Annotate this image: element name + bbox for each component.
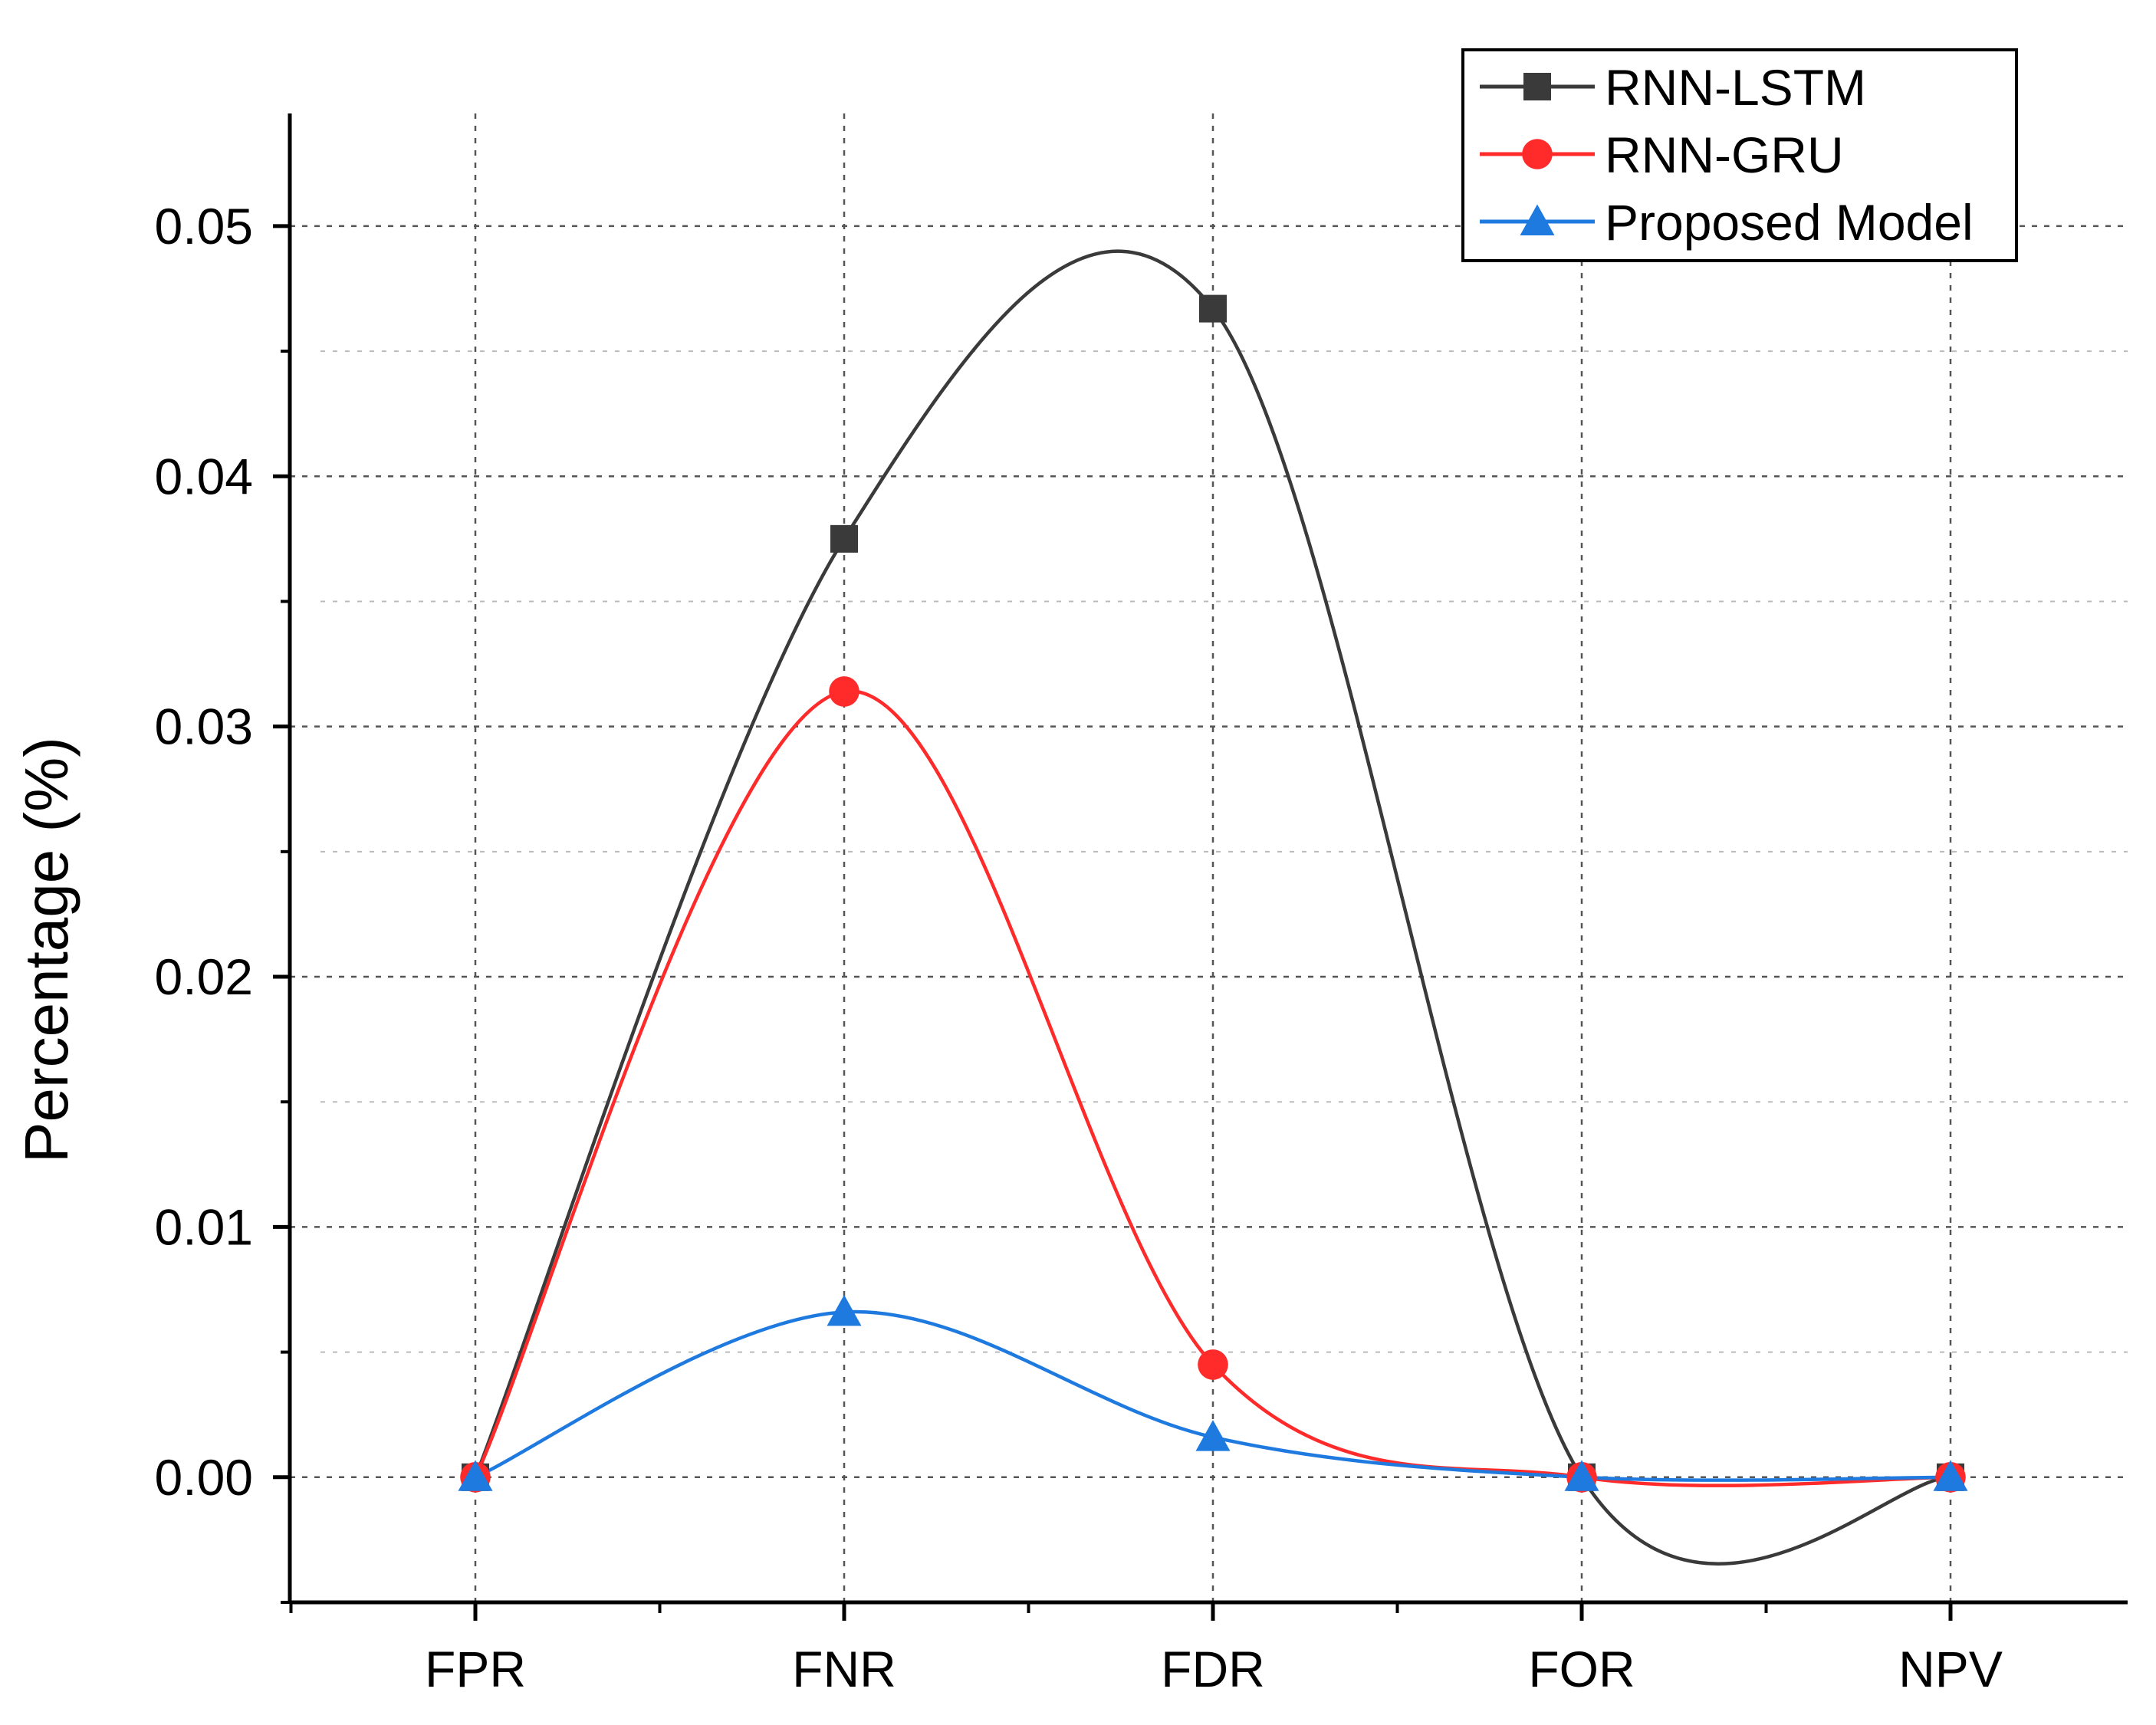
y-tick-label: 0.00 <box>155 1449 253 1506</box>
y-axis-title: Percentage (%) <box>12 737 81 1163</box>
rnn-gru-point <box>1198 1349 1228 1380</box>
markers-group <box>458 294 1968 1493</box>
proposed-model-point <box>1933 1460 1968 1491</box>
legend-marker-rnn-lstm <box>1523 73 1551 100</box>
rnn-lstm-point <box>830 524 858 553</box>
proposed-model-point <box>827 1294 862 1326</box>
proposed-model-point <box>1195 1420 1231 1451</box>
legend-marker-proposed-model <box>1520 204 1555 235</box>
x-tick-label: FDR <box>1161 1641 1265 1697</box>
rnn-lstm-point <box>1199 294 1227 323</box>
y-tick-label: 0.02 <box>155 948 253 1005</box>
x-tick-label: FOR <box>1528 1641 1635 1697</box>
legend-label-proposed-model: Proposed Model <box>1605 194 1974 251</box>
proposed-model-point <box>458 1460 493 1491</box>
legend-label-rnn-lstm: RNN-LSTM <box>1605 59 1866 116</box>
y-tick-label: 0.05 <box>155 198 253 255</box>
axes: 0.00 0.01 0.02 0.03 0.04 0.05 FPR FNR FDR FOR NPV <box>155 113 2128 1697</box>
legend-marker-rnn-gru <box>1522 139 1553 169</box>
legend-label-rnn-gru: RNN-GRU <box>1605 127 1844 183</box>
y-tick-label: 0.01 <box>155 1198 253 1255</box>
rnn-gru-point <box>829 676 859 707</box>
y-tick-label: 0.03 <box>155 698 253 755</box>
y-tick-label: 0.04 <box>155 448 253 504</box>
proposed-model-point <box>1564 1460 1599 1491</box>
rnn-gru-line <box>473 689 1951 1487</box>
x-tick-label: NPV <box>1898 1641 2003 1697</box>
legend: RNN-LSTM RNN-GRU Proposed Model <box>1461 48 2018 262</box>
x-tick-label: FNR <box>792 1641 896 1697</box>
x-tick-label: FPR <box>425 1641 526 1697</box>
